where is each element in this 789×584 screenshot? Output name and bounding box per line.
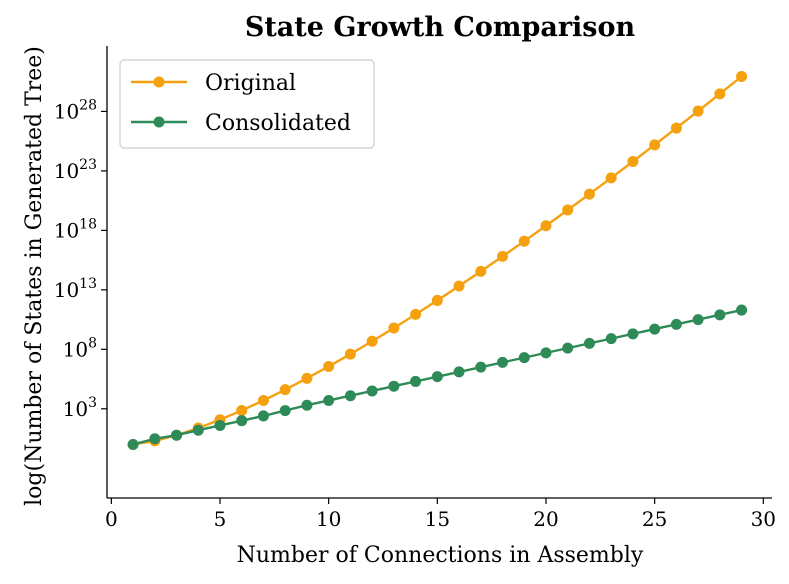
legend-marker [153,116,165,128]
y-tick-exponent: 8 [88,335,97,351]
data-point [605,333,617,345]
data-point [149,433,161,445]
data-point [323,394,335,406]
y-tick-label: 1018 [54,216,97,242]
data-point [649,323,661,335]
y-tick-base: 10 [54,99,79,123]
data-point [214,419,226,431]
data-point [301,372,313,384]
data-point [279,384,291,396]
data-point [562,342,574,354]
y-tick-label: 103 [63,395,97,421]
y-tick-label: 1028 [54,97,97,123]
data-point [540,220,552,232]
data-point [497,250,509,262]
data-point [388,322,400,334]
data-point [257,410,269,422]
y-tick-exponent: 18 [79,216,97,232]
data-point [540,347,552,359]
data-point [453,280,465,292]
data-point [475,265,487,277]
legend-label: Consolidated [205,111,351,136]
data-point [692,314,704,326]
data-point [236,415,248,427]
data-point [562,204,574,216]
series-layer [127,70,748,450]
legend-marker [153,76,165,88]
data-point [736,70,748,82]
x-tick-label: 25 [642,507,667,531]
data-point [670,122,682,134]
data-point [475,361,487,373]
y-tick-base: 10 [63,397,88,421]
data-point [714,309,726,321]
data-point [388,380,400,392]
data-point [605,172,617,184]
x-tick-label: 10 [316,507,341,531]
data-point [518,235,530,247]
legend: Original Consolidated [119,59,375,149]
data-point [344,348,356,360]
data-point [583,337,595,349]
x-ticks: 0 5 10 15 20 25 30 [105,498,776,531]
data-point [670,318,682,330]
data-point [518,352,530,364]
x-tick-label: 5 [214,507,227,531]
legend-item-consolidated: Consolidated [131,111,351,136]
data-point [366,385,378,397]
y-tick-exponent: 23 [79,157,97,173]
data-point [366,335,378,347]
y-tick-base: 10 [54,278,79,302]
data-point [431,294,443,306]
y-tick-label: 1023 [54,157,97,183]
data-point [410,308,422,320]
y-axis-label: log(Number of States in Generated Tree) [22,46,47,506]
data-point [583,188,595,200]
x-tick-label: 0 [105,507,118,531]
x-tick-label: 15 [425,507,450,531]
data-point [692,105,704,117]
x-axis-label: Number of Connections in Assembly [237,543,644,568]
data-point [323,360,335,372]
data-point [236,404,248,416]
data-point [736,304,748,316]
y-tick-base: 10 [63,337,88,361]
y-tick-label: 1013 [54,276,97,302]
y-tick-exponent: 3 [88,395,97,411]
data-point [627,156,639,167]
data-point [257,394,269,406]
y-tick-exponent: 28 [79,97,97,113]
data-point [453,366,465,378]
chart-title: State Growth Comparison [245,12,636,43]
x-tick-label: 20 [533,507,558,531]
x-tick-label: 30 [751,507,776,531]
data-point [410,375,422,387]
y-tick-label: 108 [63,335,97,361]
legend-label: Original [205,71,296,96]
data-point [127,438,139,450]
data-point [171,429,183,441]
y-tick-base: 10 [54,159,79,183]
legend-item-original: Original [131,71,296,96]
data-point [344,390,356,402]
y-tick-base: 10 [54,218,79,242]
data-point [279,405,291,417]
data-point [497,356,509,368]
data-point [192,424,204,436]
data-point [714,88,726,100]
data-point [649,139,661,151]
series-consolidated [127,304,748,450]
data-point [301,399,313,411]
y-tick-exponent: 13 [79,276,97,292]
data-point [627,328,639,340]
data-point [431,371,443,383]
